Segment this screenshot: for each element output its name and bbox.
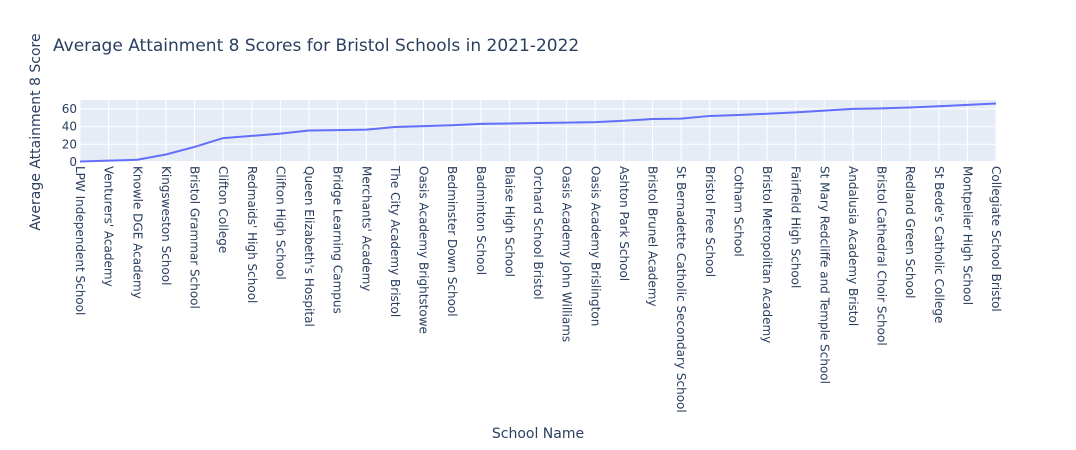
- x-tick-label: Oasis Academy Brislington: [588, 166, 602, 326]
- x-tick-label: Merchants' Academy: [359, 166, 373, 291]
- y-axis-ticks: 0 20 40 60: [62, 102, 77, 169]
- y-tick-label: 0: [69, 155, 77, 169]
- x-tick-label: Kingsweston School: [159, 166, 173, 285]
- x-tick-label: Montpelier High School: [960, 166, 974, 305]
- x-tick-label: Badminton School: [474, 166, 488, 275]
- x-tick-label: Bristol Brunel Academy: [646, 166, 660, 307]
- x-axis-ticks: LPW Independent School Venturers' Academy…: [73, 165, 1003, 413]
- x-tick-label: Andalusia Academy Bristol: [846, 166, 860, 326]
- y-axis-title: Average Attainment 8 Score: [28, 33, 44, 230]
- x-tick-label: Orchard School Bristol: [531, 166, 545, 300]
- x-tick-label: Bristol Free School: [703, 166, 717, 277]
- x-tick-label: LPW Independent School: [73, 166, 87, 315]
- x-tick-label: Venturers' Academy: [102, 166, 116, 287]
- x-tick-label: Oasis Academy John Williams: [560, 166, 574, 342]
- x-tick-label: St Bernadette Catholic Secondary School: [674, 166, 688, 413]
- y-tick-label: 60: [62, 102, 77, 116]
- x-tick-label: Bridge Learning Campus: [331, 166, 345, 314]
- x-tick-label: Ashton Park School: [617, 166, 631, 281]
- x-tick-label: Bristol Metropolitan Academy: [760, 166, 774, 343]
- x-tick-label: The City Academy Bristol: [388, 165, 402, 317]
- x-tick-label: Bristol Cathedral Choir School: [875, 166, 889, 346]
- x-tick-label: Blaise High School: [502, 166, 516, 277]
- x-tick-label: Bristol Grammar School: [188, 166, 202, 309]
- x-tick-label: Knowle DGE Academy: [130, 166, 144, 299]
- chart-title: Average Attainment 8 Scores for Bristol …: [53, 36, 579, 56]
- x-tick-label: Oasis Academy Brightstowe: [417, 166, 431, 334]
- x-tick-label: Queen Elizabeth's Hospital: [302, 166, 316, 327]
- y-tick-label: 40: [62, 120, 77, 134]
- x-tick-label: Collegiate School Bristol: [989, 166, 1003, 312]
- y-tick-label: 20: [62, 137, 77, 151]
- x-tick-label: Cotham School: [731, 166, 745, 257]
- series-line: [79, 102, 997, 163]
- x-tick-label: Redmaids' High School: [245, 166, 259, 303]
- x-tick-label: St Mary Redcliffe and Temple School: [817, 166, 831, 384]
- x-tick-label: Fairfield High School: [789, 166, 803, 288]
- x-tick-label: Clifton High School: [273, 166, 287, 280]
- x-tick-label: Bedminster Down School: [445, 166, 459, 317]
- x-tick-label: Redland Green School: [903, 166, 917, 299]
- x-tick-label: Clifton College: [216, 166, 230, 253]
- x-axis-title: School Name: [492, 426, 584, 442]
- x-tick-label: St Bede's Catholic College: [932, 166, 946, 323]
